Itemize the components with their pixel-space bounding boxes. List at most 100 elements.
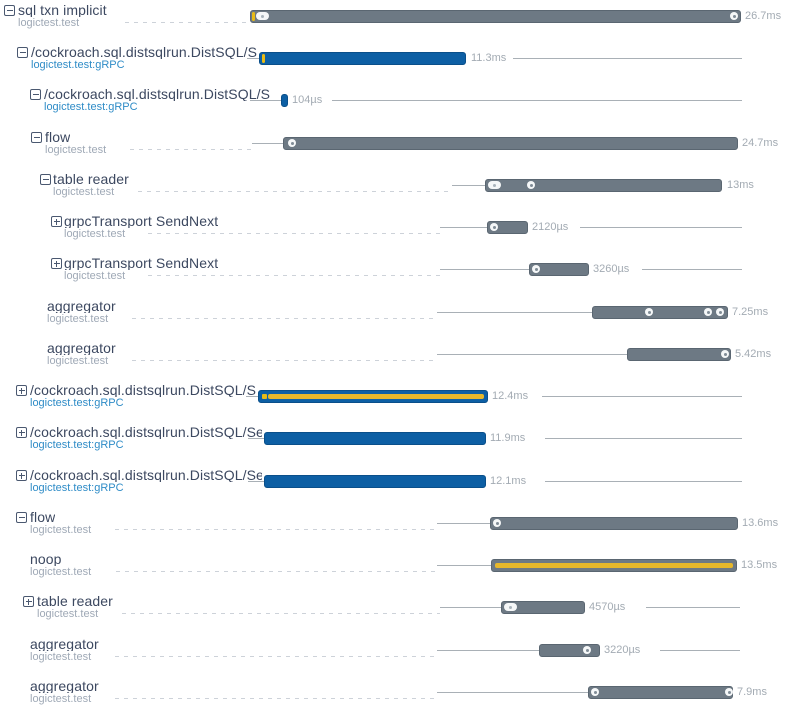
duration-label: 11.9ms (490, 432, 526, 444)
expand-icon[interactable] (51, 216, 62, 227)
highlight-stripe (268, 394, 484, 399)
collapse-icon[interactable] (4, 5, 15, 16)
span-bar[interactable] (627, 348, 731, 361)
span-tag: logictest.test (30, 651, 92, 663)
leader-dashes (125, 22, 246, 23)
span-tag: logictest.test (30, 566, 92, 578)
span-bar[interactable] (592, 306, 728, 319)
span-bar[interactable] (529, 263, 589, 276)
collapse-icon[interactable] (31, 132, 42, 143)
event-marker-pill[interactable] (256, 12, 269, 20)
trace-row: sql txn implicit logictest.test 26.7ms (0, 0, 786, 38)
expand-icon[interactable] (16, 470, 27, 481)
collapse-icon[interactable] (17, 47, 28, 58)
trace-row: table reader logictest.test 13ms (0, 164, 786, 207)
span-bar[interactable] (259, 52, 466, 65)
span-name: /cockroach.sql.distsqlrun.DistSQL/Set (30, 383, 256, 397)
event-marker-circle[interactable] (725, 688, 733, 696)
span-bar[interactable] (250, 10, 741, 23)
span-name: aggregator (47, 299, 116, 313)
span-tag: logictest.test (45, 144, 107, 156)
span-tag: logictest.test:gRPC (44, 101, 138, 113)
event-marker-circle[interactable] (716, 308, 724, 316)
event-marker-circle[interactable] (527, 181, 535, 189)
span-bar[interactable] (490, 517, 738, 530)
timeline-line (437, 312, 592, 313)
span-tag: logictest.test:gRPC (30, 439, 124, 451)
duration-label: 3220µs (604, 644, 641, 656)
timeline-line-trail (542, 396, 742, 397)
span-name: flow (30, 510, 56, 524)
event-marker-pill[interactable] (504, 603, 517, 611)
span-bar[interactable] (264, 475, 486, 488)
duration-label: 12.4ms (492, 390, 529, 402)
trace-row: aggregator logictest.test 5.42ms (0, 333, 786, 376)
span-bar[interactable] (588, 686, 733, 699)
duration-label: 13.5ms (741, 559, 778, 571)
expand-icon[interactable] (16, 385, 27, 396)
span-name: grpcTransport SendNext (64, 256, 219, 270)
duration-label: 11.3ms (471, 52, 507, 64)
trace-row: /cockroach.sql.distsqlrun.DistSQL/Set log… (0, 417, 786, 460)
span-tag: logictest.test (64, 228, 126, 240)
span-tag: logictest.test (47, 355, 109, 367)
span-bar[interactable] (264, 432, 486, 445)
span-name: noop (30, 552, 62, 566)
event-marker-circle[interactable] (583, 646, 591, 654)
expand-icon[interactable] (16, 427, 27, 438)
timeline-line-trail (660, 650, 740, 651)
timeline-line (440, 227, 487, 228)
leader-dashes (115, 698, 437, 699)
event-marker-circle[interactable] (493, 519, 501, 527)
leader-dashes (115, 529, 437, 530)
event-marker-yellow-square (262, 394, 267, 399)
leader-dashes (148, 275, 440, 276)
span-bar[interactable] (485, 179, 722, 192)
event-marker-circle[interactable] (288, 139, 296, 147)
event-marker-circle[interactable] (490, 223, 498, 231)
span-bar[interactable] (281, 94, 288, 107)
span-tag: logictest.test:gRPC (30, 482, 124, 494)
event-marker-circle[interactable] (721, 350, 729, 358)
span-name: table reader (37, 594, 113, 608)
event-marker-circle[interactable] (591, 688, 599, 696)
trace-row: flow logictest.test 24.7ms (0, 122, 786, 165)
timeline-line-trail (332, 100, 742, 101)
duration-label: 7.9ms (737, 686, 767, 698)
event-marker-yellow-tick (262, 54, 265, 63)
collapse-icon[interactable] (40, 174, 51, 185)
span-name: flow (45, 130, 71, 144)
leader-dashes (138, 191, 452, 192)
span-name: /cockroach.sql.distsqlrun.DistSQL/S (44, 87, 271, 101)
expand-icon[interactable] (51, 258, 62, 269)
trace-row: /cockroach.sql.distsqlrun.DistSQL/Set log… (0, 37, 786, 80)
span-name: /cockroach.sql.distsqlrun.DistSQL/Set (30, 425, 262, 439)
span-bar[interactable] (283, 137, 738, 150)
event-marker-circle[interactable] (704, 308, 712, 316)
timeline-line-trail (642, 269, 742, 270)
trace-row: table reader logictest.test 4570µs (0, 586, 786, 629)
span-tag: logictest.test (18, 17, 80, 29)
collapse-icon[interactable] (16, 512, 27, 523)
duration-label: 7.25ms (732, 306, 769, 318)
duration-label: 3260µs (593, 263, 630, 275)
event-marker-circle[interactable] (532, 265, 540, 273)
span-tag: logictest.test:gRPC (31, 59, 125, 71)
event-marker-pill[interactable] (488, 181, 501, 189)
expand-icon[interactable] (23, 596, 34, 607)
leader-dashes (132, 360, 437, 361)
trace-row: aggregator logictest.test 7.9ms (0, 671, 786, 714)
leader-dashes (132, 318, 437, 319)
span-bar[interactable] (501, 601, 585, 614)
timeline-line (248, 438, 264, 439)
timeline-line (437, 650, 539, 651)
timeline-line (452, 185, 485, 186)
event-marker-circle[interactable] (645, 308, 653, 316)
leader-dashes (116, 571, 437, 572)
timeline-line-trail (646, 607, 740, 608)
collapse-icon[interactable] (30, 89, 41, 100)
event-marker-circle[interactable] (730, 12, 738, 20)
span-tag: logictest.test (30, 693, 92, 705)
span-tag: logictest.test (30, 524, 92, 536)
